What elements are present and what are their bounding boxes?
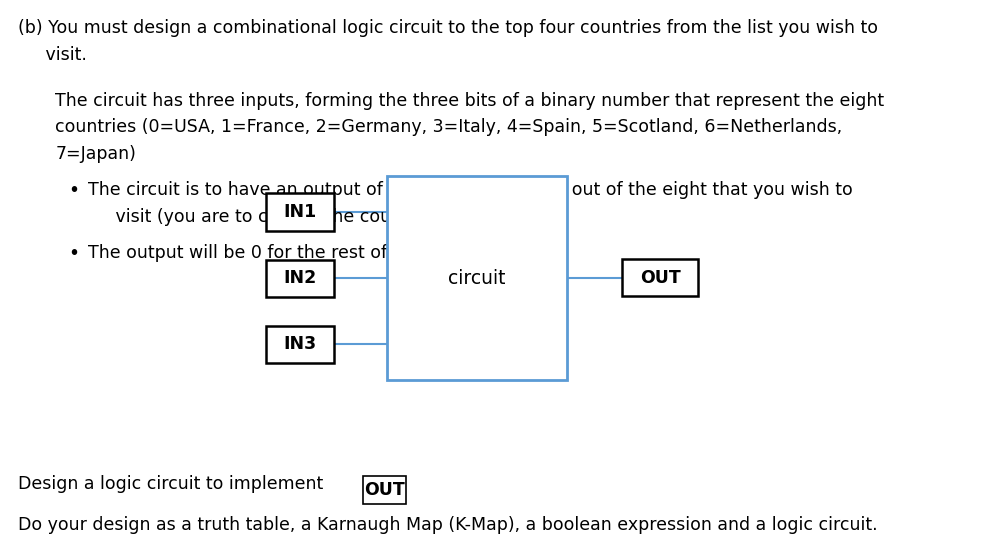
Text: The output will be 0 for the rest of the countries.: The output will be 0 for the rest of the…	[88, 244, 514, 262]
Text: Do your design as a truth table, a Karnaugh Map (K-Map), a boolean expression an: Do your design as a truth table, a Karna…	[18, 516, 877, 534]
Text: •: •	[68, 244, 79, 263]
Text: The circuit has three inputs, forming the three bits of a binary number that rep: The circuit has three inputs, forming th…	[55, 92, 884, 110]
Text: Design a logic circuit to implement: Design a logic circuit to implement	[18, 475, 329, 493]
Text: visit.: visit.	[18, 46, 87, 64]
FancyBboxPatch shape	[386, 176, 567, 380]
Text: OUT: OUT	[639, 269, 680, 287]
Text: 7=Japan): 7=Japan)	[55, 145, 136, 163]
Text: IN3: IN3	[284, 336, 316, 353]
FancyBboxPatch shape	[266, 326, 334, 363]
FancyBboxPatch shape	[266, 193, 334, 231]
FancyBboxPatch shape	[266, 260, 334, 297]
Text: IN1: IN1	[283, 203, 317, 221]
Text: IN2: IN2	[283, 269, 317, 287]
Text: (b) You must design a combinational logic circuit to the top four countries from: (b) You must design a combinational logi…	[18, 19, 878, 37]
Text: •: •	[68, 181, 79, 200]
Text: OUT: OUT	[364, 481, 404, 499]
FancyBboxPatch shape	[622, 259, 697, 296]
Text: countries (0=USA, 1=France, 2=Germany, 3=Italy, 4=Spain, 5=Scotland, 6=Netherlan: countries (0=USA, 1=France, 2=Germany, 3…	[55, 118, 842, 137]
Text: The circuit is to have an output of 1 for the 4 countries out of the eight that : The circuit is to have an output of 1 fo…	[88, 181, 853, 199]
Text: circuit: circuit	[447, 269, 506, 288]
FancyBboxPatch shape	[363, 476, 405, 504]
Text: visit (you are to choose the countries.): visit (you are to choose the countries.)	[88, 208, 453, 226]
